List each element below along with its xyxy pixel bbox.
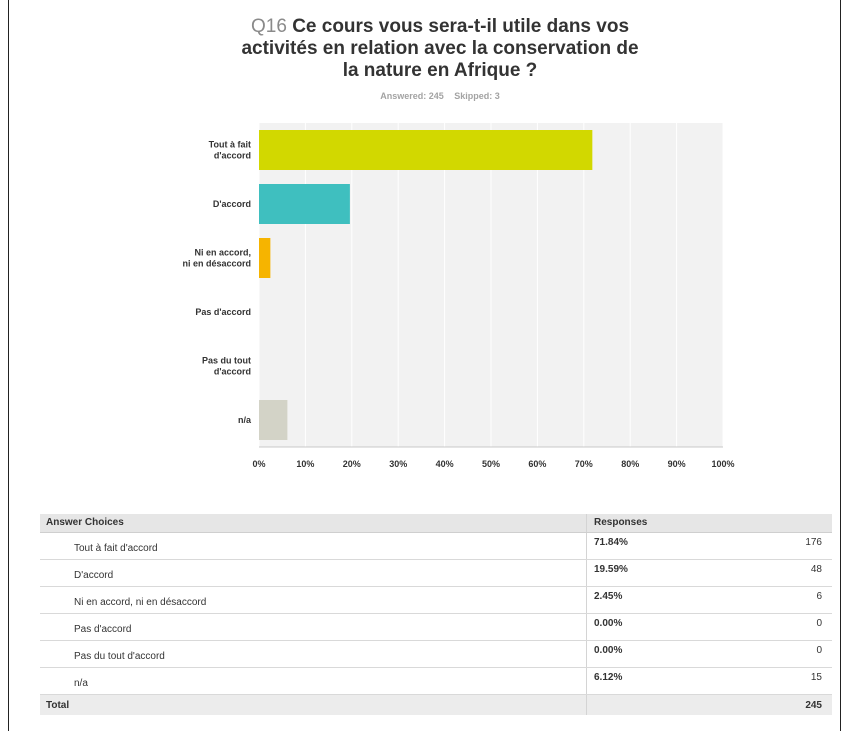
x-tick-label: 50%: [482, 459, 500, 469]
row-percent: 71.84%: [594, 537, 628, 548]
x-tick-label: 70%: [575, 459, 593, 469]
table-row: n/a 6.12% 15: [40, 668, 832, 695]
category-label: D'accord: [213, 199, 251, 209]
category-label: Ni en accord, ni en désaccord: [182, 248, 251, 269]
table-row: Pas d'accord 0.00% 0: [40, 614, 832, 641]
row-count: 176: [805, 537, 822, 548]
row-label: Pas d'accord: [74, 624, 132, 635]
row-percent: 19.59%: [594, 564, 628, 575]
question-header: Q16 Ce cours vous sera-t-il utile dans v…: [180, 16, 700, 101]
row-percent: 6.12%: [594, 672, 623, 683]
x-tick-label: 40%: [436, 459, 454, 469]
x-tick-label: 20%: [343, 459, 361, 469]
x-tick-label: 90%: [668, 459, 686, 469]
x-tick-label: 0%: [252, 459, 265, 469]
row-count: 0: [816, 618, 822, 629]
answered-count: Answered: 245: [380, 91, 444, 101]
skipped-count: Skipped: 3: [454, 91, 500, 101]
column-separator: [586, 533, 587, 559]
category-label: Pas du tout d'accord: [202, 356, 251, 377]
row-label: n/a: [74, 678, 88, 689]
column-separator: [586, 614, 587, 640]
x-tick-label: 10%: [296, 459, 314, 469]
row-label: Ni en accord, ni en désaccord: [74, 597, 207, 608]
question-title-line-1: Ce cours vous sera-t-il utile dans vos: [292, 16, 630, 37]
bar-chart: 0% 10% 20% 30% 40% 50% 60% 70% 80% 90% 100% Tout à …: [182, 123, 735, 469]
page-border-left: [8, 0, 9, 731]
bar: [259, 130, 593, 170]
bar: [259, 238, 271, 278]
question-title-line-2: activités en relation avec la conservati…: [241, 38, 639, 59]
category-label: n/a: [238, 415, 252, 425]
x-tick-label: 60%: [528, 459, 546, 469]
column-separator: [586, 587, 587, 613]
row-label: Tout à fait d'accord: [74, 543, 158, 554]
question-number: Q16: [250, 16, 287, 37]
table-total-row: Total 245: [40, 695, 832, 715]
responses-table: Answer Choices Responses Tout à fait d'a…: [40, 514, 832, 715]
page-border-right: [840, 0, 841, 731]
row-count: 0: [816, 645, 822, 656]
row-percent: 0.00%: [594, 645, 623, 656]
row-count: 6: [816, 591, 822, 602]
column-separator: [586, 695, 587, 715]
category-label: Pas d'accord: [195, 307, 251, 317]
column-separator: [586, 641, 587, 667]
total-label: Total: [46, 700, 70, 711]
bar: [259, 184, 350, 224]
table-row: Pas du tout d'accord 0.00% 0: [40, 641, 832, 668]
table-row: Tout à fait d'accord 71.84% 176: [40, 533, 832, 560]
response-summary: Answered: 245 Skipped: 3: [180, 91, 700, 101]
row-percent: 0.00%: [594, 618, 623, 629]
table-row: D'accord 19.59% 48: [40, 560, 832, 587]
total-count: 245: [805, 700, 822, 711]
header-answer-choices: Answer Choices: [46, 517, 124, 528]
x-tick-label: 100%: [711, 459, 734, 469]
bar: [259, 400, 288, 440]
row-label: Pas du tout d'accord: [74, 651, 165, 662]
column-separator: [586, 668, 587, 694]
category-label: Tout à fait d'accord: [209, 140, 251, 161]
row-count: 15: [810, 672, 822, 683]
header-responses: Responses: [594, 517, 648, 528]
x-tick-label: 30%: [389, 459, 407, 469]
question-title-line-3: la nature en Afrique ?: [342, 60, 538, 81]
column-separator: [586, 560, 587, 586]
table-row: Ni en accord, ni en désaccord 2.45% 6: [40, 587, 832, 614]
row-label: D'accord: [74, 570, 114, 581]
question-title: Q16 Ce cours vous sera-t-il utile dans v…: [180, 16, 700, 82]
column-separator: [586, 514, 587, 532]
row-percent: 2.45%: [594, 591, 623, 602]
row-count: 48: [810, 564, 822, 575]
x-tick-label: 80%: [621, 459, 639, 469]
table-header: Answer Choices Responses: [40, 514, 832, 533]
